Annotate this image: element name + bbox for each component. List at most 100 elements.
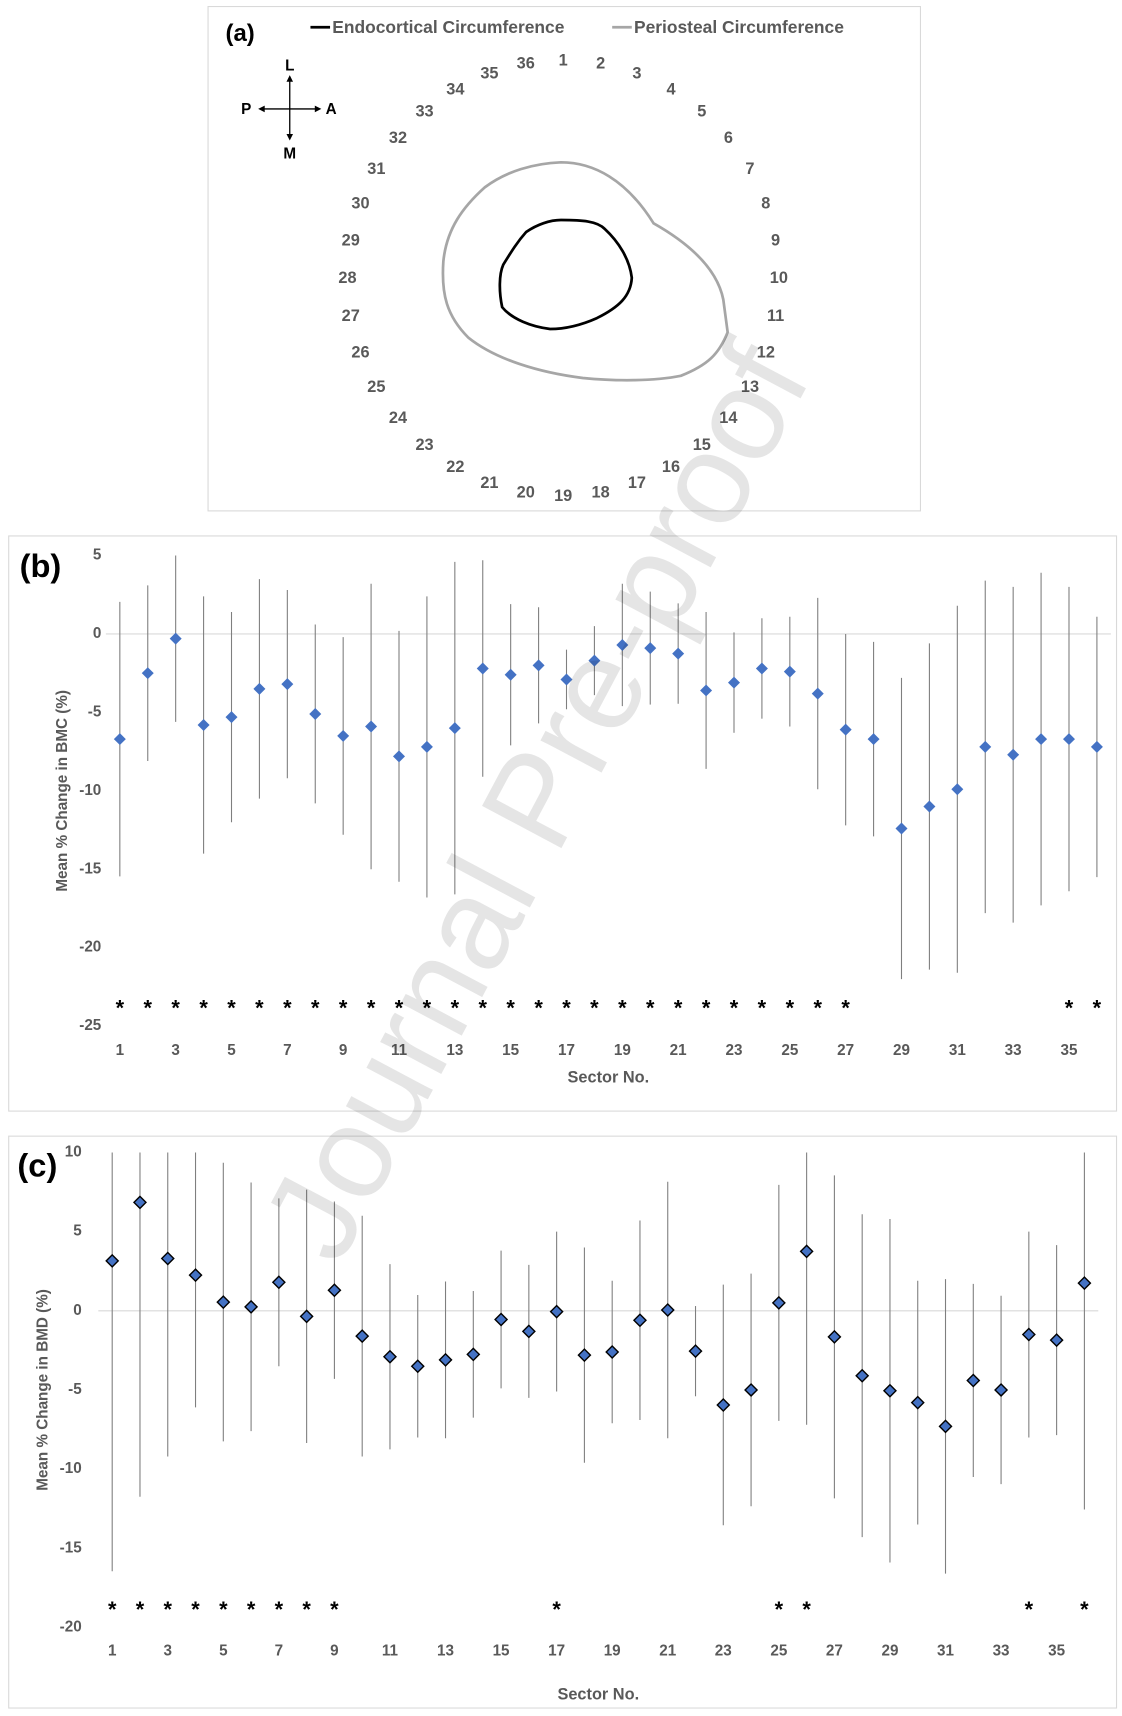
x-tick-label: 13: [446, 1042, 463, 1059]
data-point: [504, 668, 517, 681]
data-point: [113, 733, 126, 746]
data-point: [355, 1329, 370, 1344]
data-point: [632, 1313, 647, 1328]
significance-marker: *: [775, 1597, 784, 1622]
data-point: [420, 740, 433, 753]
x-tick-label: 1: [116, 1042, 125, 1059]
sector-label: 20: [517, 484, 535, 502]
x-tick-label: 31: [937, 1642, 954, 1659]
data-point: [855, 1368, 870, 1383]
data-point: [393, 750, 405, 763]
x-axis-label: Sector No.: [557, 1685, 639, 1703]
data-point: [827, 1329, 842, 1344]
x-tick-label: 23: [715, 1642, 732, 1659]
x-tick-label: 3: [171, 1042, 179, 1059]
data-point: [197, 718, 210, 731]
compass-label: M: [283, 146, 296, 163]
significance-marker: *: [552, 1597, 561, 1622]
data-point: [744, 1382, 759, 1397]
x-tick-label: 31: [949, 1042, 966, 1059]
sector-label: 7: [745, 160, 754, 178]
panel-label: (c): [17, 1146, 57, 1183]
sector-label: 32: [389, 129, 407, 147]
x-axis-label: Sector No.: [568, 1069, 650, 1087]
compass-label: A: [326, 101, 337, 118]
y-tick-label: -20: [79, 939, 101, 956]
sector-label: 10: [770, 269, 788, 287]
significance-marker: *: [191, 1597, 200, 1622]
x-tick-label: 19: [604, 1642, 621, 1659]
data-point: [660, 1303, 675, 1317]
significance-marker: *: [423, 996, 432, 1021]
data-point: [700, 684, 713, 697]
endocortical-contour: [498, 218, 634, 331]
x-tick-label: 17: [548, 1642, 565, 1659]
y-tick-label: -5: [68, 1381, 82, 1398]
data-point: [1021, 1327, 1036, 1342]
data-point: [549, 1304, 564, 1319]
significance-marker: *: [275, 1597, 284, 1622]
significance-marker: *: [562, 996, 571, 1021]
data-point: [799, 1244, 814, 1259]
data-point: [169, 632, 182, 645]
data-point: [281, 678, 294, 691]
significance-marker: *: [164, 1597, 173, 1622]
x-tick-label: 9: [330, 1642, 338, 1659]
x-tick-label: 25: [781, 1042, 798, 1059]
x-tick-label: 23: [726, 1042, 743, 1059]
data-point: [1077, 1276, 1092, 1291]
significance-marker: *: [247, 1597, 256, 1622]
data-point: [895, 822, 908, 835]
data-point: [783, 665, 796, 678]
panel-a-frame: [207, 5, 922, 512]
data-point: [811, 687, 824, 700]
x-tick-label: 5: [227, 1042, 236, 1059]
y-tick-label: 0: [73, 1302, 81, 1319]
x-tick-label: 15: [493, 1642, 510, 1659]
significance-marker: *: [219, 1597, 228, 1622]
sector-label: 5: [697, 102, 706, 120]
sector-label: 22: [446, 458, 464, 476]
data-point: [1007, 748, 1020, 761]
compass-label: L: [285, 57, 294, 74]
significance-marker: *: [786, 996, 795, 1021]
sector-label: 31: [367, 160, 385, 178]
data-point: [605, 1344, 620, 1359]
sector-label: 25: [367, 378, 385, 396]
data-point: [923, 800, 936, 813]
legend-label: Periosteal Circumference: [634, 17, 844, 37]
significance-marker: *: [144, 996, 153, 1021]
significance-marker: *: [136, 1597, 145, 1622]
periosteal-contour: [441, 160, 730, 382]
sector-label: 9: [771, 231, 780, 249]
x-tick-label: 11: [382, 1642, 399, 1659]
data-point: [882, 1383, 897, 1398]
x-tick-label: 7: [283, 1042, 291, 1059]
y-tick-label: 0: [93, 625, 101, 642]
significance-marker: *: [646, 996, 655, 1021]
sector-label: 17: [628, 474, 646, 492]
sector-label: 1: [559, 51, 568, 69]
y-axis-label: Mean % Change in BMC (%): [54, 690, 71, 892]
x-tick-label: 21: [659, 1642, 676, 1659]
sector-label: 23: [415, 436, 433, 454]
y-tick-label: 10: [65, 1144, 82, 1161]
x-tick-label: 15: [502, 1042, 519, 1059]
data-point: [382, 1349, 397, 1364]
y-tick-label: -15: [79, 860, 102, 877]
x-tick-label: 33: [993, 1642, 1010, 1659]
sector-label: 8: [761, 195, 770, 213]
sector-label: 15: [693, 436, 711, 454]
compass: [258, 75, 322, 141]
significance-marker: *: [534, 996, 543, 1021]
data-point: [253, 682, 266, 695]
x-tick-label: 27: [826, 1642, 843, 1659]
x-tick-label: 33: [1005, 1042, 1022, 1059]
panel-b-frame: [8, 535, 1118, 1112]
data-point: [466, 1347, 481, 1362]
sector-label: 18: [592, 484, 610, 502]
y-tick-label: -15: [60, 1539, 83, 1556]
x-tick-label: 21: [670, 1042, 687, 1059]
data-point: [494, 1312, 509, 1327]
